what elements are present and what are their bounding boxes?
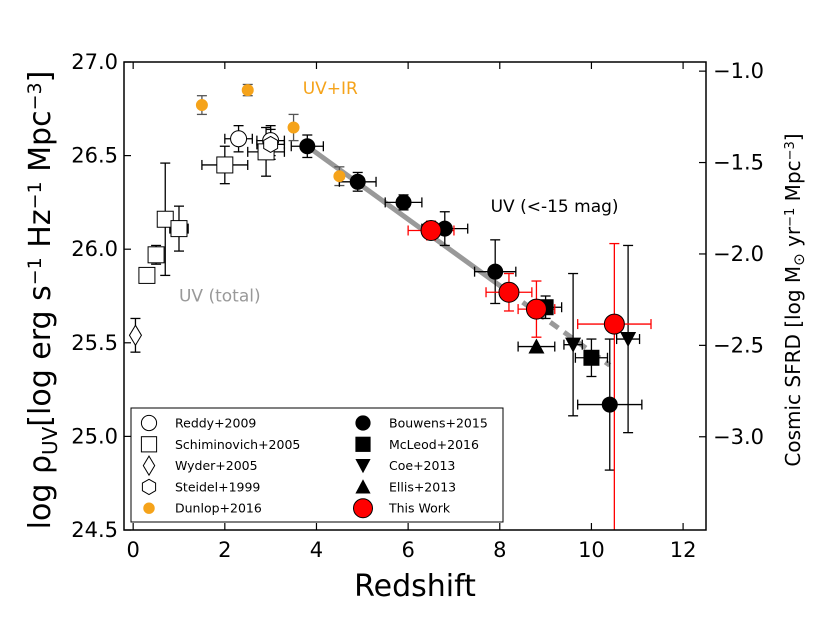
y-tick-label: 25.5 xyxy=(71,331,118,355)
y-tick-label: 26.0 xyxy=(71,237,118,261)
legend: Reddy+2009 Schiminovich+2005 Wyder+2005 Ste… xyxy=(130,407,504,523)
data-point-bouwens-2015 xyxy=(395,194,412,211)
legend-label: Dunlop+2016 xyxy=(175,501,262,516)
y-axis-title-exp2: −1 xyxy=(24,181,46,209)
marker-square-open xyxy=(140,436,158,453)
axes-group: 0 2 4 6 8 10 12 24.5 25.0 25.5 26.0 26.5 27.0 −1.0 −1.… xyxy=(71,50,764,562)
y-axis-title-tail: Mpc xyxy=(23,110,58,181)
fit-line-solid xyxy=(304,143,512,295)
legend-label: Ellis+2013 xyxy=(389,479,456,494)
y-axis-title-main: log ρ xyxy=(23,455,58,529)
data-point-schiminovich-2005 xyxy=(138,266,156,284)
annotation-label: UV (total) xyxy=(179,287,261,307)
y-axis-title-exp1: −1 xyxy=(24,257,46,285)
data-point-coe-2013 xyxy=(565,337,582,353)
y-axis-title-subscript: UV xyxy=(38,426,62,455)
legend-label: Wyder+2005 xyxy=(175,458,258,473)
data-point-schiminovich-2005 xyxy=(147,246,165,264)
y2-axis-title-tail: Mpc xyxy=(781,160,805,207)
data-point-mcleod-2016 xyxy=(583,349,600,366)
data-point-reddy-2009 xyxy=(230,130,248,148)
marker-circle-red xyxy=(353,498,373,519)
y2-tick-label: −1.0 xyxy=(713,59,764,83)
data-point-this-work xyxy=(525,298,547,320)
y2-tick-label: −1.5 xyxy=(713,151,764,175)
marker-circle-filled xyxy=(355,415,371,431)
legend-label: McLeod+2016 xyxy=(389,437,479,452)
marker-triangle-down xyxy=(355,458,371,474)
annotation-label: UV+IR xyxy=(303,79,358,99)
y2-tick-label: −2.0 xyxy=(713,242,764,266)
data-point-bouwens-2015 xyxy=(601,396,618,413)
marker-circle-small xyxy=(143,502,155,514)
marker-square-filled xyxy=(355,436,371,452)
legend-label: Bouwens+2015 xyxy=(389,416,488,431)
x-tick-label: 10 xyxy=(578,538,605,562)
x-tick-label: 8 xyxy=(493,538,506,562)
data-point-schiminovich-2005 xyxy=(216,156,234,174)
y2-axis-title-exp2: −3 xyxy=(783,141,798,160)
legend-box xyxy=(130,407,504,523)
data-point-coe-2013 xyxy=(620,332,637,348)
data-point-dunlop-2016 xyxy=(241,84,254,97)
data-point-bouwens-2015 xyxy=(487,263,504,280)
data-point-ellis-2013 xyxy=(528,338,545,354)
marker-diamond-open xyxy=(142,455,156,477)
x-tick-label: 6 xyxy=(401,538,414,562)
data-point-dunlop-2016 xyxy=(287,121,300,134)
annotation-label: UV (<-15 mag) xyxy=(491,197,619,217)
y-tick-label: 26.5 xyxy=(71,144,118,168)
data-point-schiminovich-2005 xyxy=(170,220,188,238)
legend-label: Schiminovich+2005 xyxy=(175,437,300,452)
y2-axis-title-mid: yr xyxy=(781,226,805,253)
y2-tick-label: −3.0 xyxy=(713,425,764,449)
data-point-dunlop-2016 xyxy=(195,99,208,112)
annotation-group: UV+IR UV (<-15 mag) UV (total) xyxy=(179,79,619,307)
y-tick-label: 25.0 xyxy=(71,424,118,448)
data-point-bouwens-2015 xyxy=(299,138,316,155)
data-point-wyder-2005 xyxy=(128,324,143,347)
plot-frame xyxy=(123,61,707,531)
x-tick-label: 4 xyxy=(310,538,323,562)
data-point-bouwens-2015 xyxy=(349,173,366,190)
x-axis-title: Redshift xyxy=(354,569,476,604)
data-point-this-work xyxy=(603,313,625,335)
data-point-this-work xyxy=(498,281,520,303)
y2-axis-title-exp1: −1 xyxy=(783,208,798,227)
legend-label: This Work xyxy=(388,501,451,516)
y2-axis-title-main: Cosmic SFRD [log M xyxy=(781,266,805,467)
x-tick-label: 0 xyxy=(126,538,139,562)
data-point-this-work xyxy=(420,219,442,241)
data-point-dunlop-2016 xyxy=(333,170,346,183)
y2-axis-title: Cosmic SFRD [log M⊙ yr−1 Mpc−3] xyxy=(781,133,808,466)
y2-tick-label: −2.5 xyxy=(713,333,764,357)
y2-axis-title-sun: ⊙ xyxy=(790,253,808,266)
legend-label: Reddy+2009 xyxy=(175,416,256,431)
marker-circle-open xyxy=(140,414,158,432)
y-axis-title-close: ] xyxy=(23,71,58,83)
legend-label: Coe+2013 xyxy=(389,458,455,473)
y-tick-label: 27.0 xyxy=(71,50,118,74)
data-point-schiminovich-2005 xyxy=(156,210,174,228)
y-axis-title-exp3: −3 xyxy=(24,82,46,110)
x-tick-label: 2 xyxy=(218,538,231,562)
y2-axis-title-close: ] xyxy=(781,133,805,141)
y-axis-title-mid: Hz xyxy=(23,209,58,257)
marker-triangle-up xyxy=(355,479,371,494)
y-axis-title: log ρUV[log erg s−1 Hz−1 Mpc−3] xyxy=(23,71,62,530)
data-point-steidel-1999 xyxy=(263,135,279,153)
marker-hexagon-open xyxy=(141,478,157,496)
y-tick-label: 24.5 xyxy=(71,518,118,542)
legend-label: Steidel+1999 xyxy=(175,479,260,494)
y-axis-title-units: [log erg s xyxy=(23,285,58,426)
x-tick-label: 12 xyxy=(670,538,697,562)
data-point-group xyxy=(128,84,637,413)
